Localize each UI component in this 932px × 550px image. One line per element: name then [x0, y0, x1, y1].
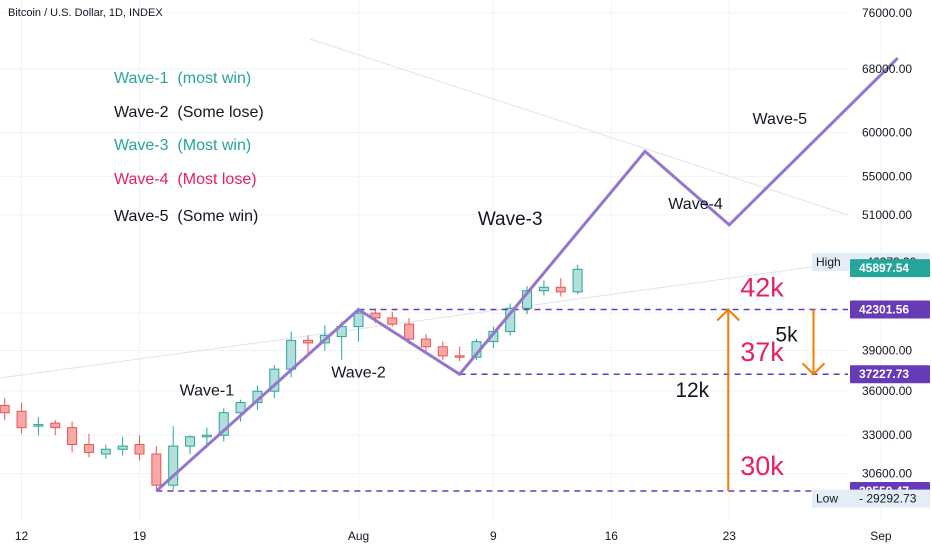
measure-label: 5k — [775, 324, 798, 347]
x-axis-tick-label: Aug — [348, 529, 369, 543]
y-axis-tick-label: 33000.00 — [862, 428, 912, 442]
candle-body — [353, 312, 364, 328]
trend-line-lower — [0, 261, 849, 379]
candle-body — [16, 410, 27, 429]
candle-body — [201, 434, 212, 438]
candle — [50, 420, 61, 436]
candle — [420, 334, 431, 352]
high-marker-caption: High — [816, 255, 841, 269]
candle — [134, 435, 145, 461]
candle — [404, 317, 415, 345]
low-marker-value: - 29292.73 — [859, 492, 917, 506]
candle — [67, 421, 78, 453]
candle-body — [538, 286, 549, 292]
candle-body — [235, 402, 246, 414]
x-axis-tick-label: 12 — [15, 529, 29, 543]
legend-entry: Wave-2 (Some lose) — [114, 104, 264, 121]
candle — [303, 335, 313, 355]
y-axis-tick-label: 60000.00 — [862, 126, 912, 140]
current-price-badge: 45897.54 — [859, 261, 909, 275]
candle-body — [50, 422, 61, 429]
candle — [538, 280, 549, 296]
candle-body — [0, 404, 10, 414]
candle-body — [572, 268, 583, 293]
candle-body — [151, 453, 162, 486]
trend-line-upper — [309, 38, 849, 216]
candle — [151, 446, 162, 491]
x-axis-tick-label: 23 — [723, 529, 737, 543]
candle-body — [420, 338, 431, 348]
candle-body — [168, 445, 179, 486]
y-axis-tick-label: 36000.00 — [862, 384, 912, 398]
level-price-badge: 42301.56 — [859, 303, 909, 317]
candle-body — [185, 436, 196, 447]
candle-body — [117, 445, 128, 450]
candle — [0, 398, 10, 421]
level-value-label: 42k — [740, 273, 784, 303]
candle — [185, 435, 196, 455]
legend-entry: Wave-5 (Some win) — [114, 208, 259, 225]
candle — [572, 264, 583, 295]
y-axis-tick-label: 55000.00 — [862, 170, 912, 184]
candle — [117, 436, 128, 456]
candle — [218, 408, 229, 442]
candle — [100, 444, 111, 459]
elliott-wave-line — [155, 57, 899, 493]
current-price-badge-bg — [850, 259, 930, 278]
candle — [555, 278, 566, 297]
measure-arrow-head — [801, 362, 826, 376]
low-marker-caption: Low — [816, 492, 838, 506]
measure-label: 12k — [675, 379, 709, 402]
level-price-badge-bg — [850, 300, 930, 319]
candle-body — [100, 448, 111, 455]
y-axis-tick-label: 39000.00 — [862, 344, 912, 358]
x-axis-tick-label: Sep — [870, 529, 892, 543]
candle — [437, 341, 448, 360]
legend-entry: Wave-3 (Most win) — [114, 137, 252, 154]
candle — [454, 346, 465, 362]
y-axis-tick-label: 51000.00 — [862, 208, 912, 222]
candle — [83, 433, 94, 458]
level-value-label: 37k — [740, 337, 784, 367]
candle-body — [134, 444, 145, 455]
candle — [387, 311, 398, 327]
legend-entry: Wave-4 (Most lose) — [114, 171, 257, 188]
x-axis-tick-label: 9 — [490, 529, 497, 543]
candle-body — [370, 312, 381, 319]
y-axis-tick-label: 76000.00 — [862, 6, 912, 20]
level-price-badge-bg — [850, 365, 930, 384]
candle-body — [454, 355, 465, 358]
level-price-badge: 37227.73 — [859, 367, 909, 381]
candle-body — [387, 317, 398, 325]
y-axis-tick-label: 68000.00 — [862, 62, 912, 76]
candle-body — [404, 323, 415, 340]
candle — [353, 309, 364, 342]
y-axis-tick-label: 30600.00 — [862, 466, 912, 480]
candle-body — [303, 339, 313, 344]
legend-entry: Wave-1 (most win) — [114, 70, 252, 87]
candle — [33, 417, 44, 436]
candle-body — [286, 339, 297, 370]
wave-label: Wave-5 — [753, 111, 808, 128]
symbol-title: Bitcoin / U.S. Dollar, 1D, INDEX — [8, 7, 163, 19]
measure-arrow-head — [716, 308, 740, 322]
wave-label: Wave-3 — [478, 209, 543, 230]
candle-body — [67, 427, 78, 446]
candle-body — [218, 412, 229, 436]
candle — [16, 402, 27, 434]
candle — [168, 426, 179, 491]
candle-body — [437, 346, 448, 357]
x-axis-tick-label: 19 — [133, 529, 147, 543]
wave-label: Wave-4 — [668, 196, 723, 213]
level-value-label: 30k — [740, 451, 784, 481]
candle-body — [33, 424, 44, 427]
candle-body — [83, 444, 94, 453]
candle — [235, 399, 246, 422]
wave-label: Wave-1 — [180, 382, 235, 399]
wave-label: Wave-2 — [331, 364, 386, 381]
candle-body — [555, 286, 566, 293]
low-marker-bg — [812, 489, 930, 508]
x-axis-tick-label: 16 — [605, 529, 619, 543]
